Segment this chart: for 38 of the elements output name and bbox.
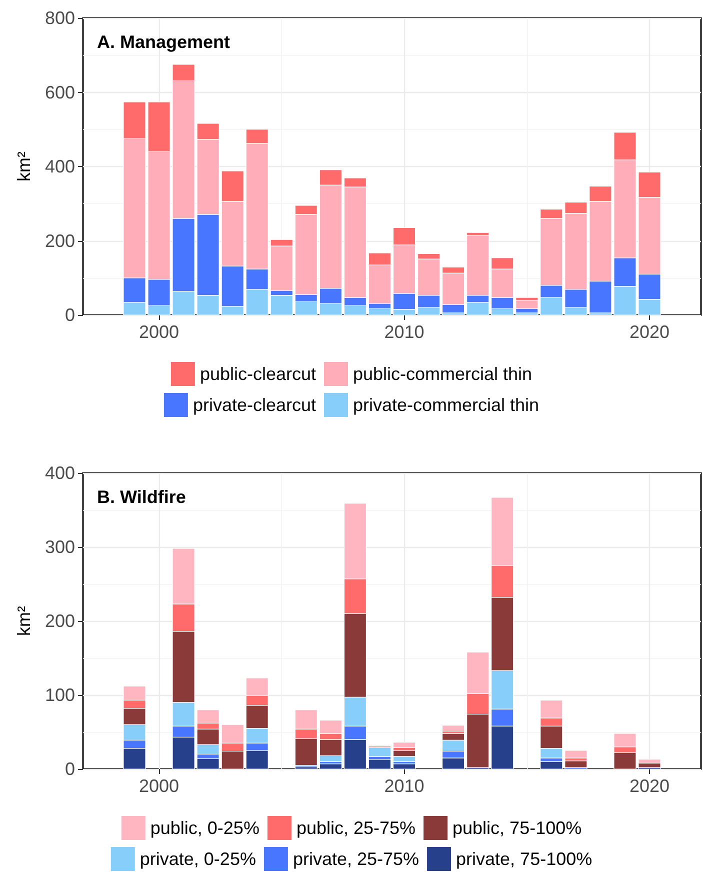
y-tick-label: 800 [44,8,75,28]
y-tick-label: 300 [44,537,75,557]
x-tick-label: 2020 [629,322,670,342]
y-tick-label: 600 [44,82,75,102]
x-tick-label: 2000 [139,776,180,796]
x-tick-label: 2010 [384,776,424,796]
bar [442,725,465,732]
x-tick-label: 2020 [629,776,670,796]
y-axis-title: km² [14,606,34,636]
y-tick-label: 0 [64,305,75,325]
x-tick-label: 2000 [139,322,180,342]
y-tick-label: 200 [44,230,75,251]
bar [368,759,392,770]
text: B. Wildfire [97,487,186,507]
bar [270,295,293,316]
y-axis-title: km² [14,152,34,182]
legend-label: private-clearcut [192,395,316,415]
y-tick-label: 400 [44,156,75,176]
legend-label: private, 75-100% [456,849,592,869]
bar [516,300,538,309]
legend-label: public, 0-25% [150,818,260,838]
y-tick-label: 400 [44,463,75,483]
text: A. Management [97,32,230,52]
y-tick-label: 100 [44,685,75,705]
y-tick-label: 200 [44,611,75,631]
legend-label: private, 25-75% [292,849,420,869]
legend-label: public, 75-100% [452,818,582,838]
bar [368,308,392,316]
y-tick-label: 0 [64,759,75,779]
legend-label: private-commercial thin [352,395,540,415]
bar [392,764,416,770]
x-tick-label: 2010 [384,322,424,342]
bar [319,764,342,770]
legend-label: public, 25-75% [296,818,416,838]
legend-label: public-clearcut [200,364,316,384]
legend-label: private, 0-25% [140,849,256,869]
legend-label: public-commercial thin [352,364,532,384]
bar [392,742,416,748]
